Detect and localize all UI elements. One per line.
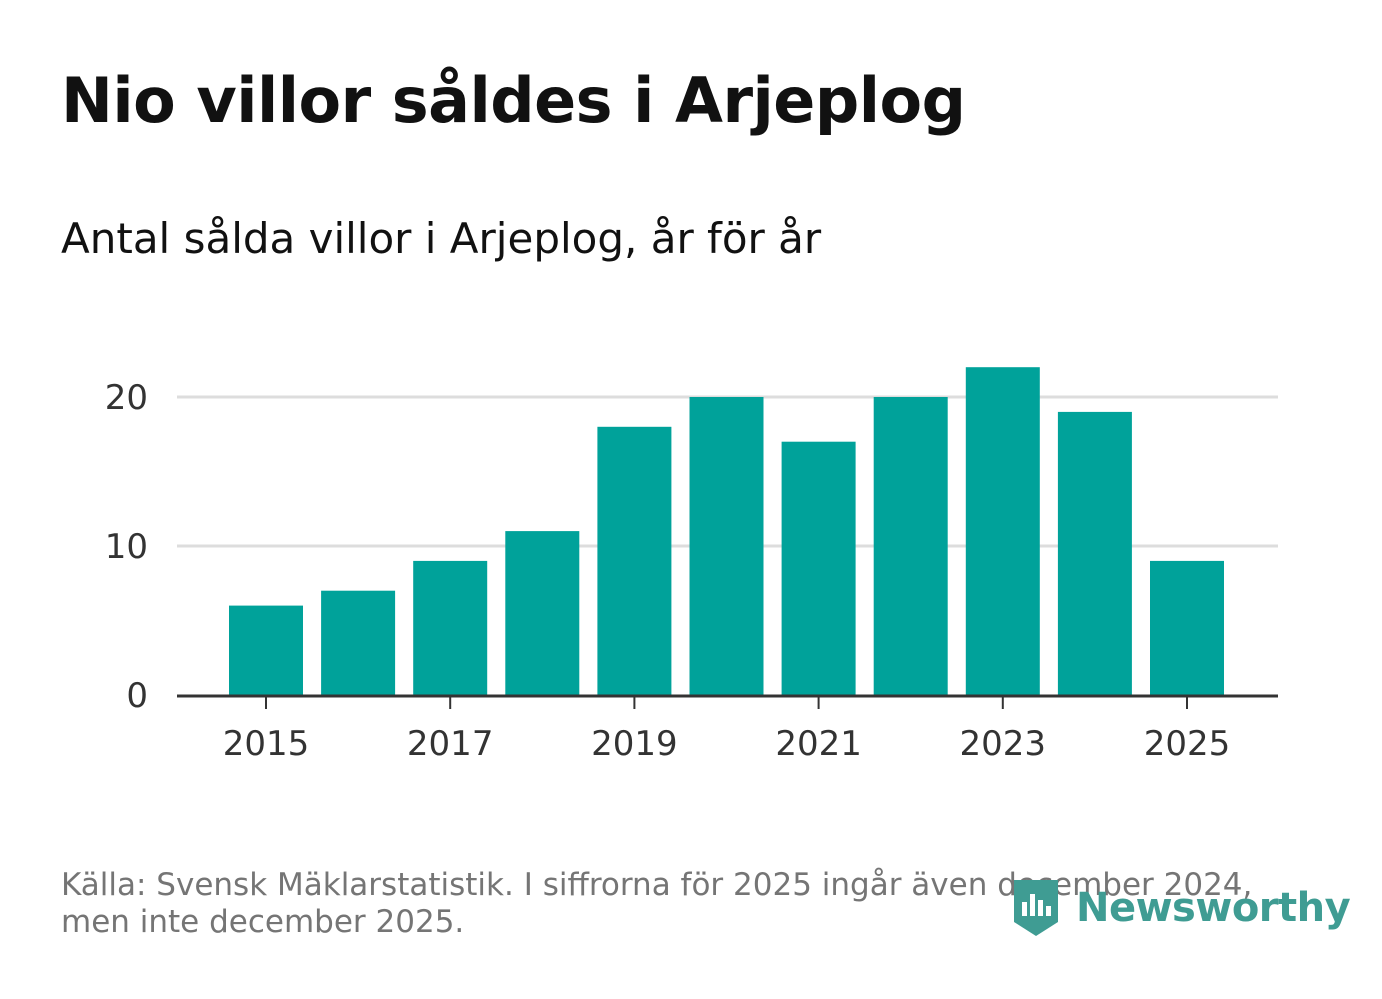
- bar-2023: [965, 367, 1040, 695]
- y-tick-label-20: 20: [105, 378, 148, 418]
- x-tick-label-2015: 2015: [223, 724, 310, 764]
- bar-2022: [873, 397, 948, 695]
- bar-2025: [1150, 560, 1224, 695]
- chart-title: Nio villor såldes i Arjeplog: [61, 64, 966, 137]
- bar-2015: [229, 605, 303, 695]
- newsworthy-logo: Newsworthy: [1010, 876, 1351, 940]
- x-axis: 2015 2017 2019 2021 2023 2025: [177, 694, 1278, 764]
- y-tick-label-0: 0: [126, 676, 148, 716]
- bar-2019: [597, 426, 672, 695]
- x-tick-label-2017: 2017: [407, 724, 494, 764]
- newsworthy-logo-icon: [1014, 880, 1058, 936]
- x-tick-label-2021: 2021: [775, 724, 862, 764]
- y-tick-label-10: 10: [105, 527, 148, 567]
- bar-2021: [781, 441, 856, 695]
- brand-name: Newsworthy: [1076, 885, 1351, 931]
- chart-subtitle: Antal sålda villor i Arjeplog, år för år: [61, 214, 822, 263]
- bar-2016: [321, 590, 396, 695]
- bar-2020: [689, 397, 764, 695]
- x-tick-label-2019: 2019: [591, 724, 678, 764]
- y-axis-labels: 0 10 20: [105, 378, 148, 716]
- bar-2024: [1057, 411, 1132, 695]
- x-tick-label-2023: 2023: [960, 724, 1047, 764]
- bars: [229, 367, 1224, 695]
- x-tick-label-2025: 2025: [1144, 724, 1231, 764]
- bar-2018: [505, 531, 580, 695]
- bar-2017: [413, 560, 488, 695]
